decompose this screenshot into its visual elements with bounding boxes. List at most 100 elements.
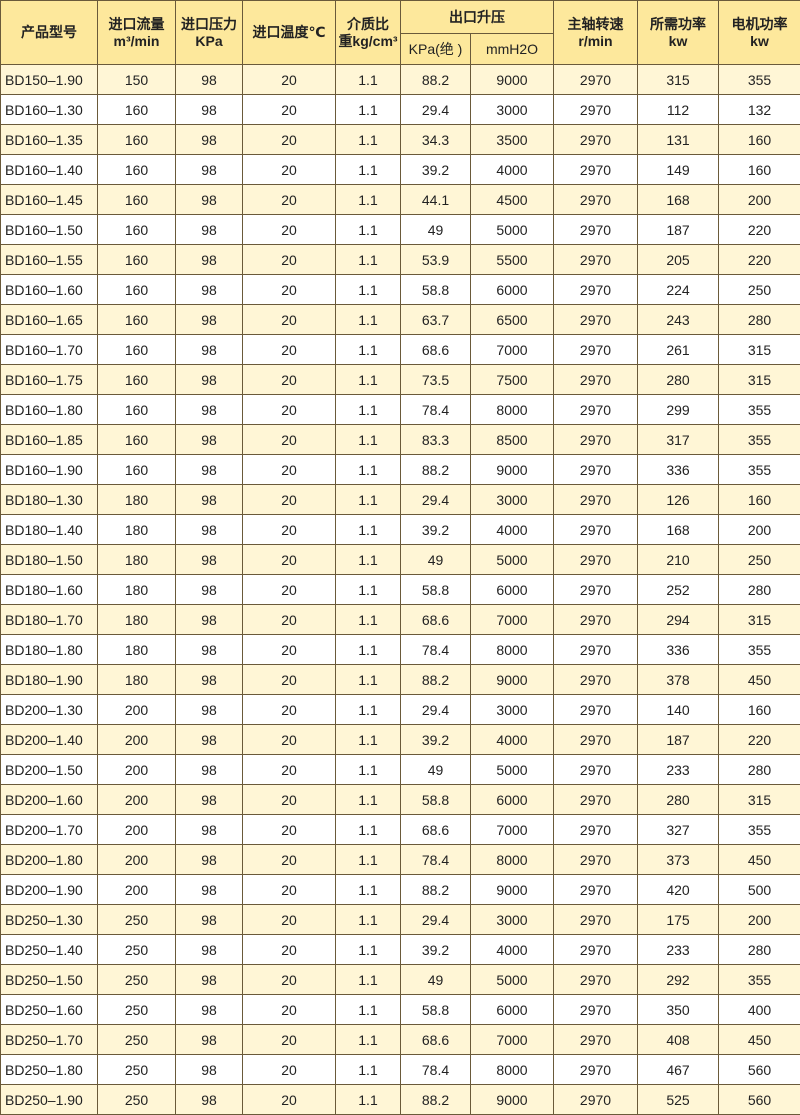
cell-motor-power: 315 <box>719 785 800 815</box>
cell-power-required: 243 <box>638 305 719 335</box>
header-speed-label: 主轴转速 <box>568 16 624 32</box>
cell-model: BD180–1.30 <box>1 485 98 515</box>
cell-speed: 2970 <box>554 425 638 455</box>
cell-outlet-mmh2o: 7000 <box>471 815 554 845</box>
cell-model: BD250–1.50 <box>1 965 98 995</box>
cell-inlet-pressure: 98 <box>176 935 243 965</box>
cell-outlet-kpa: 83.3 <box>401 425 471 455</box>
cell-outlet-kpa: 78.4 <box>401 1055 471 1085</box>
cell-model: BD200–1.50 <box>1 755 98 785</box>
cell-model: BD160–1.35 <box>1 125 98 155</box>
cell-outlet-mmh2o: 5500 <box>471 245 554 275</box>
cell-speed: 2970 <box>554 515 638 545</box>
cell-outlet-mmh2o: 4500 <box>471 185 554 215</box>
cell-inlet-pressure: 98 <box>176 995 243 1025</box>
cell-outlet-mmh2o: 3000 <box>471 485 554 515</box>
cell-motor-power: 355 <box>719 425 800 455</box>
cell-motor-power: 160 <box>719 695 800 725</box>
header-outlet-mmh2o: mmH2O <box>471 34 554 65</box>
cell-speed: 2970 <box>554 605 638 635</box>
cell-model: BD200–1.90 <box>1 875 98 905</box>
cell-flow: 160 <box>98 245 176 275</box>
cell-outlet-mmh2o: 4000 <box>471 515 554 545</box>
cell-outlet-kpa: 49 <box>401 965 471 995</box>
cell-speed: 2970 <box>554 935 638 965</box>
cell-outlet-mmh2o: 6500 <box>471 305 554 335</box>
cell-outlet-mmh2o: 9000 <box>471 1085 554 1115</box>
cell-model: BD160–1.40 <box>1 155 98 185</box>
header-outlet: 出口升压 <box>401 1 554 34</box>
cell-outlet-mmh2o: 6000 <box>471 275 554 305</box>
cell-inlet-pressure: 98 <box>176 635 243 665</box>
cell-flow: 160 <box>98 395 176 425</box>
cell-inlet-pressure: 98 <box>176 95 243 125</box>
cell-density: 1.1 <box>336 965 401 995</box>
cell-flow: 160 <box>98 455 176 485</box>
cell-motor-power: 280 <box>719 305 800 335</box>
cell-outlet-kpa: 68.6 <box>401 335 471 365</box>
cell-speed: 2970 <box>554 875 638 905</box>
cell-flow: 200 <box>98 695 176 725</box>
cell-outlet-mmh2o: 8000 <box>471 395 554 425</box>
cell-outlet-kpa: 49 <box>401 545 471 575</box>
cell-motor-power: 220 <box>719 245 800 275</box>
cell-density: 1.1 <box>336 485 401 515</box>
cell-inlet-temp: 20 <box>243 935 336 965</box>
cell-outlet-mmh2o: 4000 <box>471 935 554 965</box>
cell-inlet-temp: 20 <box>243 545 336 575</box>
cell-speed: 2970 <box>554 1025 638 1055</box>
cell-inlet-temp: 20 <box>243 1055 336 1085</box>
cell-model: BD200–1.60 <box>1 785 98 815</box>
cell-inlet-pressure: 98 <box>176 485 243 515</box>
cell-density: 1.1 <box>336 395 401 425</box>
cell-model: BD180–1.70 <box>1 605 98 635</box>
cell-inlet-pressure: 98 <box>176 815 243 845</box>
cell-motor-power: 560 <box>719 1085 800 1115</box>
cell-inlet-pressure: 98 <box>176 1025 243 1055</box>
cell-outlet-kpa: 58.8 <box>401 275 471 305</box>
cell-outlet-kpa: 39.2 <box>401 935 471 965</box>
cell-flow: 150 <box>98 65 176 95</box>
cell-outlet-mmh2o: 4000 <box>471 155 554 185</box>
cell-motor-power: 315 <box>719 335 800 365</box>
cell-inlet-pressure: 98 <box>176 725 243 755</box>
cell-density: 1.1 <box>336 875 401 905</box>
cell-inlet-pressure: 98 <box>176 875 243 905</box>
cell-flow: 160 <box>98 305 176 335</box>
cell-flow: 200 <box>98 815 176 845</box>
cell-inlet-pressure: 98 <box>176 515 243 545</box>
cell-outlet-mmh2o: 6000 <box>471 575 554 605</box>
cell-power-required: 168 <box>638 185 719 215</box>
header-density: 介质比重kg/cm³ <box>336 1 401 65</box>
header-power-required-label: 所需功率 <box>650 16 706 32</box>
cell-motor-power: 200 <box>719 515 800 545</box>
cell-outlet-mmh2o: 9000 <box>471 665 554 695</box>
cell-inlet-pressure: 98 <box>176 755 243 785</box>
cell-density: 1.1 <box>336 125 401 155</box>
cell-motor-power: 355 <box>719 395 800 425</box>
cell-density: 1.1 <box>336 425 401 455</box>
cell-motor-power: 450 <box>719 845 800 875</box>
cell-inlet-temp: 20 <box>243 125 336 155</box>
header-inlet-temp: 进口温度℃ <box>243 1 336 65</box>
cell-inlet-temp: 20 <box>243 365 336 395</box>
cell-power-required: 140 <box>638 695 719 725</box>
cell-inlet-pressure: 98 <box>176 575 243 605</box>
cell-motor-power: 250 <box>719 545 800 575</box>
cell-inlet-temp: 20 <box>243 275 336 305</box>
cell-outlet-kpa: 78.4 <box>401 635 471 665</box>
